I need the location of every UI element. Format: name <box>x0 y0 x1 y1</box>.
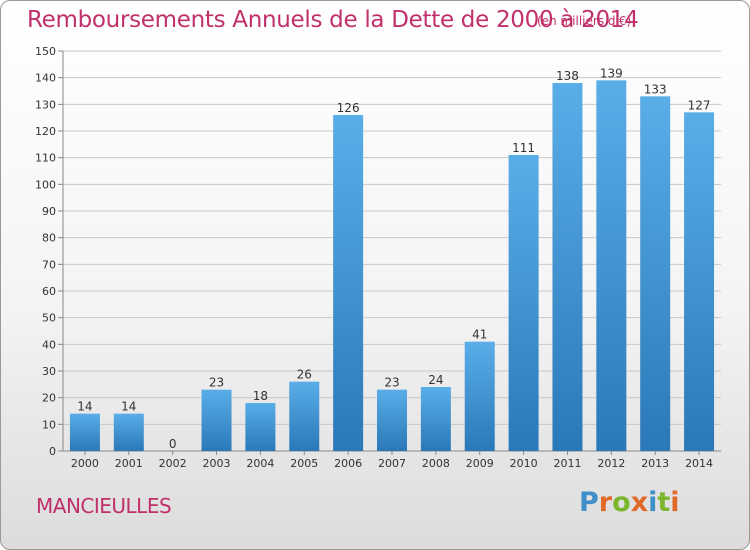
y-tick-label: 100 <box>35 178 56 191</box>
x-tick-label: 2005 <box>290 457 318 470</box>
y-tick-label: 150 <box>35 45 56 58</box>
x-tick-label: 2014 <box>685 457 713 470</box>
y-tick-label: 90 <box>42 205 56 218</box>
bar <box>289 381 320 451</box>
logo-letter: P <box>579 487 599 518</box>
x-tick-label: 2004 <box>246 457 274 470</box>
bar <box>377 389 407 451</box>
bar-value-label: 139 <box>600 66 623 80</box>
bar <box>552 83 583 451</box>
logo-letter: t <box>657 487 671 518</box>
y-tick-label: 60 <box>42 285 56 298</box>
x-tick-label: 2007 <box>378 457 406 470</box>
bar-value-label: 41 <box>472 328 487 342</box>
bar <box>113 413 144 451</box>
y-tick-label: 40 <box>42 338 56 351</box>
y-tick-label: 30 <box>42 365 56 378</box>
bar <box>69 413 100 451</box>
bar <box>684 112 715 451</box>
logo-letter: i <box>648 487 658 518</box>
y-tick-label: 0 <box>49 445 56 458</box>
bar <box>201 389 232 451</box>
y-tick-label: 110 <box>35 152 56 165</box>
y-tick-label: 120 <box>35 125 56 138</box>
bar <box>640 96 671 451</box>
bar <box>420 387 451 451</box>
bar <box>464 341 495 451</box>
x-tick-label: 2006 <box>334 457 362 470</box>
x-tick-label: 2001 <box>115 457 143 470</box>
x-tick-label: 2011 <box>553 457 581 470</box>
y-tick-label: 130 <box>35 98 56 111</box>
y-tick-label: 10 <box>42 418 56 431</box>
x-tick-label: 2010 <box>510 457 538 470</box>
bar-value-label: 138 <box>556 69 579 83</box>
x-tick-label: 2002 <box>159 457 187 470</box>
bar <box>245 403 276 451</box>
logo-letter: x <box>630 487 649 518</box>
y-tick-label: 50 <box>42 312 56 325</box>
y-tick-label: 140 <box>35 72 56 85</box>
y-tick-label: 80 <box>42 232 56 245</box>
x-tick-label: 2000 <box>71 457 99 470</box>
unit-label: (en milliers d'€) <box>537 14 632 28</box>
y-tick-label: 20 <box>42 392 56 405</box>
x-tick-label: 2008 <box>422 457 450 470</box>
bar <box>596 80 627 451</box>
chart-title: Remboursements Annuels de la Dette de 20… <box>27 7 639 33</box>
x-tick-label: 2012 <box>597 457 625 470</box>
bar-value-label: 23 <box>384 376 399 390</box>
y-tick-label: 70 <box>42 258 56 271</box>
bar-value-label: 18 <box>253 389 268 403</box>
bar <box>333 115 364 451</box>
proxiti-logo: Proxiti <box>579 487 680 518</box>
logo-letter: o <box>612 487 631 518</box>
bar-value-label: 133 <box>644 82 667 96</box>
x-tick-label: 2013 <box>641 457 669 470</box>
bar <box>508 155 539 451</box>
bar-value-label: 23 <box>209 376 224 390</box>
bar-value-label: 0 <box>169 437 177 451</box>
bar-value-label: 14 <box>77 400 92 414</box>
bar-value-label: 14 <box>121 400 136 414</box>
logo-letter: r <box>598 487 613 518</box>
bar-value-label: 127 <box>688 98 711 112</box>
bar-value-label: 126 <box>337 101 360 115</box>
bar-value-label: 26 <box>297 368 312 382</box>
bar-value-label: 111 <box>512 141 535 155</box>
x-tick-label: 2003 <box>203 457 231 470</box>
commune-name: MANCIEULLES <box>36 494 172 518</box>
x-tick-label: 2009 <box>466 457 494 470</box>
logo-letter: i <box>670 487 680 518</box>
bar-value-label: 24 <box>428 373 443 387</box>
